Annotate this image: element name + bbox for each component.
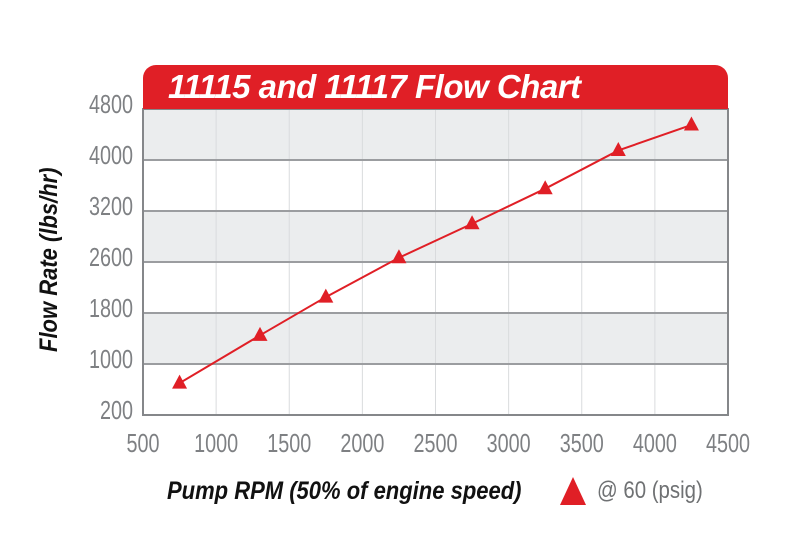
x-tick-label: 3500 [560,428,604,458]
plot-border [142,108,729,416]
y-tick-label: 200 [100,395,133,425]
data-point-triangle-marker [683,116,699,131]
y-tick-label: 3200 [89,191,133,221]
data-point-triangle-marker [537,180,553,195]
x-tick-label: 4500 [706,428,750,458]
data-point-triangle-marker [610,141,626,156]
y-tick-label: 2600 [89,242,133,272]
chart-title-banner: 11115 and 11117 Flow Chart [143,65,728,109]
x-tick-label: 2000 [340,428,384,458]
legend-triangle-up-icon [560,477,586,505]
chart-title: 11115 and 11117 Flow Chart [168,68,581,105]
x-tick-label: 4000 [633,428,677,458]
legend-label: @ 60 (psig) [597,477,703,504]
series-line [179,123,692,384]
data-point-triangle-marker [391,249,407,264]
x-tick-label: 2500 [414,428,458,458]
data-point-triangle-marker [318,288,334,303]
x-axis-title: Pump RPM (50% of engine speed) [167,477,522,505]
data-point-triangle-marker [464,215,480,230]
legend: @ 60 (psig) [560,477,721,505]
x-tick-label: 500 [127,428,160,458]
data-point-triangle-marker [172,374,188,389]
data-point-triangle-marker [252,326,268,341]
y-tick-label: 4000 [89,140,133,170]
y-tick-label: 1000 [89,344,133,374]
x-tick-label: 1000 [194,428,238,458]
x-tick-label: 1500 [267,428,311,458]
y-axis-title: Flow Rate (lbs/hr) [35,167,63,352]
y-tick-label: 4800 [89,89,133,119]
x-tick-label: 3000 [487,428,531,458]
y-tick-label: 1800 [89,293,133,323]
